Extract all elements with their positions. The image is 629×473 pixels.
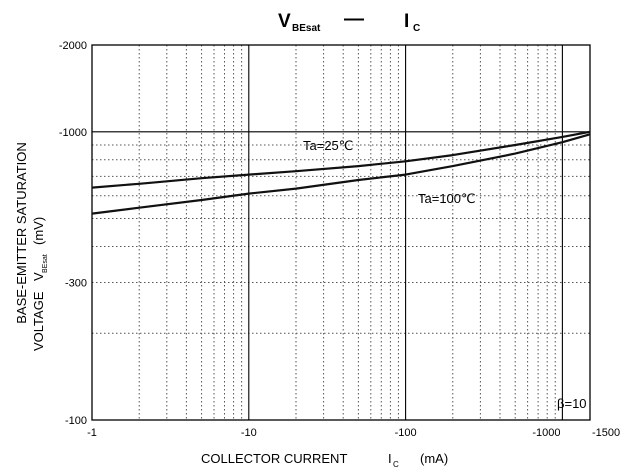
y-axis-label-line1: BASE-EMITTER SATURATION	[14, 142, 29, 324]
x-axis-label-symbol-subscript: C	[393, 460, 399, 469]
y-tick-label: -100	[65, 415, 87, 427]
tick-labels: -1 -10 -100 -1000 -1500 -100 -300 -1000 -2000	[59, 40, 620, 439]
y-axis-label-line2: VOLTAGE	[31, 291, 46, 351]
x-axis-label-symbol: I	[388, 451, 392, 466]
x-tick-label: -100	[395, 427, 417, 439]
chart-title-dash: —	[344, 8, 364, 30]
series-label-ta100: Ta=100℃	[418, 191, 476, 206]
y-axis-label-symbol: V	[31, 272, 46, 281]
x-tick-label: -1000	[532, 427, 560, 439]
plot-frame	[91, 44, 591, 421]
series-group	[91, 130, 591, 215]
y-tick-label: -300	[65, 277, 87, 289]
y-axis-label-symbol-subscript: BEsat	[42, 254, 49, 273]
beta-condition-label: β=10	[557, 396, 587, 411]
chart-title-ic: I	[404, 11, 409, 32]
series-line-1	[91, 133, 591, 215]
x-tick-label: -1500	[592, 427, 620, 439]
y-axis-label-unit: (mV)	[31, 217, 46, 245]
x-tick-label: -10	[241, 427, 257, 439]
y-tick-label: -2000	[59, 40, 87, 52]
chart-title-ic-subscript: C	[413, 23, 420, 34]
chart-title-vbesat: V	[278, 11, 291, 32]
y-tick-label: -1000	[59, 127, 87, 139]
series-label-ta25: Ta=25℃	[303, 138, 353, 153]
chart-title-vbesat-subscript: BEsat	[292, 23, 321, 34]
minor-grid	[92, 45, 590, 420]
x-tick-label: -1	[87, 427, 97, 439]
series-line-0	[91, 130, 591, 189]
x-axis-label-unit: (mA)	[420, 451, 448, 466]
major-grid	[92, 45, 590, 420]
x-axis-label: COLLECTOR CURRENT	[201, 451, 347, 466]
